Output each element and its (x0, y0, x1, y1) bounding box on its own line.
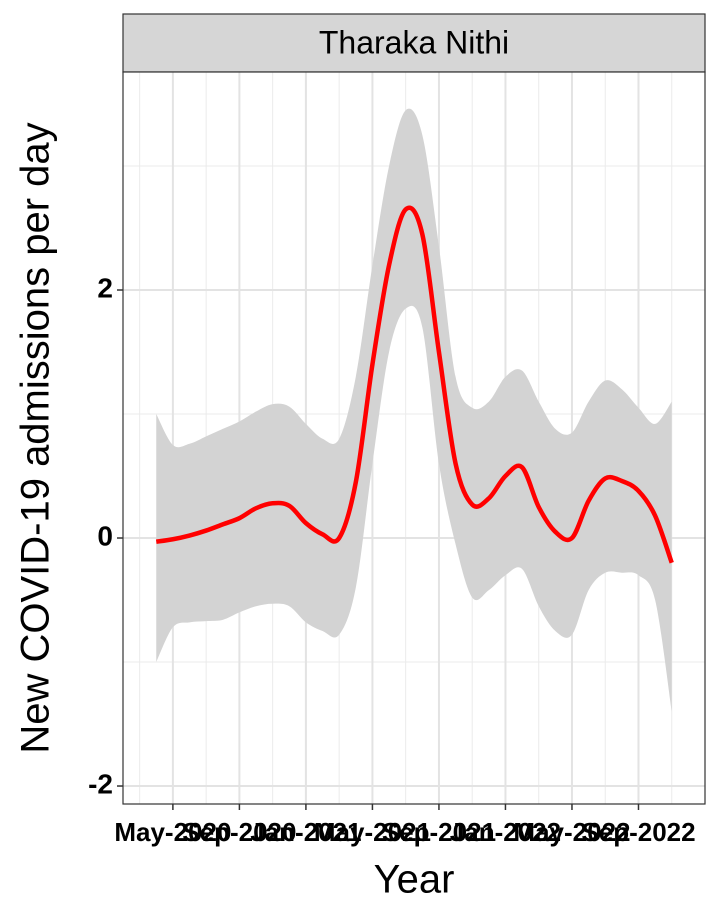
x-tick-label: Jan-2021 (250, 817, 361, 847)
x-tick-label: Sep-2021 (382, 817, 496, 847)
x-axis-title: Year (374, 858, 455, 902)
x-tick-label: Sep-2022 (581, 817, 695, 847)
y-tick-label: 2 (97, 272, 113, 303)
x-tick-label: Sep-2020 (182, 817, 296, 847)
y-axis-title: New COVID-19 admissions per day (14, 122, 58, 753)
x-tick-label: Jan-2022 (450, 817, 561, 847)
facet-label: Tharaka Nithi (319, 24, 509, 60)
line (155, 205, 674, 564)
y-tick-label: 0 (97, 520, 113, 551)
confidence-band (156, 108, 672, 712)
panel-border (122, 71, 706, 805)
x-tick-label: May-2021 (314, 817, 431, 847)
y-tick-label: -2 (88, 768, 113, 799)
x-tick-label: May-2020 (114, 817, 231, 847)
facet-strip (122, 13, 706, 73)
x-tick-label: May-2022 (513, 817, 630, 847)
